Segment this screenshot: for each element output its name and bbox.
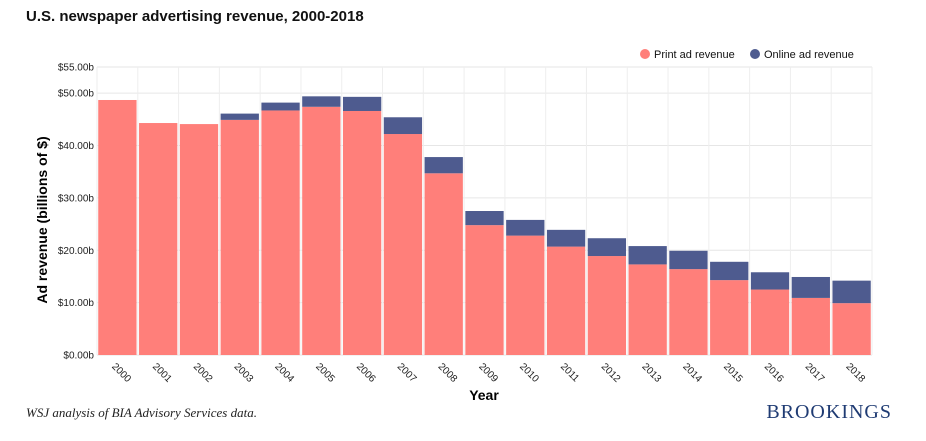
x-tick-label: 2003 — [232, 361, 256, 385]
x-tick-label: 2013 — [640, 361, 664, 385]
bar-print-2008[interactable] — [424, 173, 463, 355]
brand-logo: BROOKINGS — [766, 401, 892, 423]
bar-online-2011[interactable] — [546, 229, 586, 247]
bar-online-2009[interactable] — [465, 211, 504, 226]
x-tick-label: 2010 — [517, 361, 541, 385]
grid-layer — [96, 66, 873, 356]
bar-print-2001[interactable] — [139, 123, 178, 356]
legend-label-online: Online ad revenue — [764, 49, 854, 61]
bar-print-2003[interactable] — [220, 119, 259, 356]
x-tick-label: 2005 — [313, 361, 337, 385]
y-tick-label: $55.00b — [58, 63, 95, 74]
x-tick-label: 2015 — [721, 361, 745, 385]
y-tick-label: $10.00b — [58, 298, 95, 309]
bar-print-2012[interactable] — [587, 256, 627, 355]
x-tick-label: 2018 — [843, 361, 867, 385]
y-tick-label: $50.00b — [58, 89, 95, 100]
bar-online-2004[interactable] — [261, 102, 300, 111]
bar-online-2017[interactable] — [791, 276, 830, 298]
bar-print-2002[interactable] — [179, 124, 219, 356]
chart-title: U.S. newspaper advertising revenue, 2000… — [26, 8, 364, 25]
x-tick-label: 2009 — [476, 361, 500, 385]
bar-online-2007[interactable] — [383, 117, 423, 135]
x-tick-label: 2007 — [395, 361, 419, 385]
bars-layer — [98, 96, 871, 356]
bar-online-2008[interactable] — [424, 157, 463, 174]
x-tick-label: 2000 — [109, 361, 133, 385]
bar-online-2006[interactable] — [342, 96, 382, 111]
source-note: WSJ analysis of BIA Advisory Services da… — [26, 405, 257, 420]
x-tick-label: 2006 — [354, 361, 378, 385]
bar-print-2005[interactable] — [302, 106, 341, 356]
bar-online-2003[interactable] — [220, 113, 259, 120]
bar-print-2015[interactable] — [710, 280, 749, 355]
bar-online-2014[interactable] — [669, 250, 708, 270]
legend-swatch-print — [640, 49, 650, 59]
bar-online-2018[interactable] — [832, 280, 871, 304]
bar-print-2011[interactable] — [546, 246, 586, 355]
bar-online-2005[interactable] — [302, 96, 341, 107]
y-tick-label: $30.00b — [58, 193, 95, 204]
x-axis: 2000 2001 2002 2003 2004 2005 2006 2007 2008 2009… — [109, 361, 867, 385]
y-tick-label: $20.00b — [58, 246, 95, 257]
y-axis-title: Ad revenue (billions of $) — [34, 136, 50, 303]
x-tick-label: 2011 — [558, 361, 581, 384]
x-tick-label: 2014 — [680, 361, 704, 385]
x-tick-label: 2012 — [599, 361, 623, 385]
bar-online-2016[interactable] — [750, 272, 790, 290]
legend: Print ad revenue Online ad revenue — [640, 49, 854, 61]
bar-print-2013[interactable] — [628, 264, 667, 355]
bar-print-2017[interactable] — [791, 297, 830, 355]
x-tick-label: 2008 — [436, 361, 460, 385]
bar-print-2004[interactable] — [261, 110, 300, 355]
y-tick-label: $40.00b — [58, 141, 95, 152]
bar-print-2007[interactable] — [383, 134, 423, 355]
y-tick-label: $0.00b — [63, 351, 94, 362]
bar-online-2015[interactable] — [710, 261, 749, 281]
bar-online-2013[interactable] — [628, 246, 667, 265]
bar-print-2014[interactable] — [669, 269, 708, 355]
x-tick-label: 2002 — [191, 361, 215, 385]
bar-print-2018[interactable] — [832, 303, 871, 355]
bar-online-2010[interactable] — [506, 219, 545, 236]
bar-online-2012[interactable] — [587, 238, 627, 257]
x-tick-label: 2017 — [803, 361, 827, 385]
y-axis: $0.00b $10.00b $20.00b $30.00b $40.00b $50.00… — [58, 63, 95, 362]
legend-label-print: Print ad revenue — [654, 49, 735, 61]
x-axis-title: Year — [469, 387, 499, 403]
bar-print-2010[interactable] — [506, 235, 545, 355]
x-tick-label: 2001 — [150, 361, 174, 385]
bar-print-2006[interactable] — [342, 110, 382, 356]
bar-print-2000[interactable] — [98, 99, 137, 355]
x-tick-label: 2016 — [762, 361, 786, 385]
bar-print-2009[interactable] — [465, 225, 504, 355]
x-tick-label: 2004 — [272, 361, 296, 385]
legend-swatch-online — [750, 49, 760, 59]
bar-print-2016[interactable] — [750, 289, 790, 355]
